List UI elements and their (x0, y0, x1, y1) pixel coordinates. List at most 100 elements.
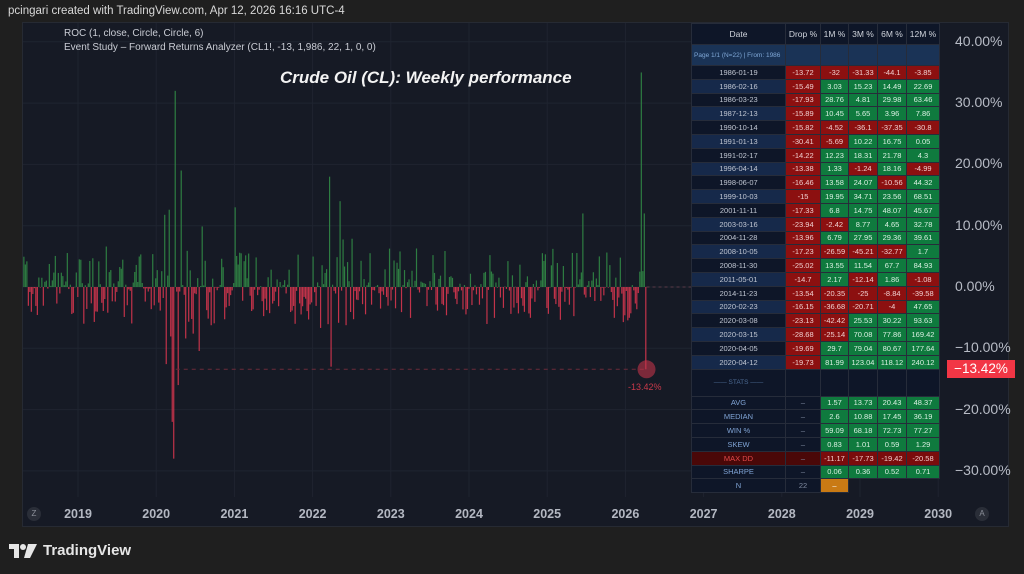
roc-bar-negative (510, 287, 512, 314)
drop-pct: -25.02 (785, 258, 821, 273)
table-row: 1998-06-07 -16.46 13.58 24.07 -10.56 44.32 (691, 175, 940, 191)
roc-bar-positive (423, 283, 425, 287)
roc-bar-positive (297, 254, 299, 287)
drop-marker-label: -13.42% (628, 382, 662, 392)
drop-pct: -15.89 (785, 106, 821, 122)
roc-bar-negative (601, 287, 603, 288)
indicator-legend-event-study[interactable]: Event Study – Forward Returns Analyzer (… (64, 42, 376, 53)
roc-bar-negative (285, 287, 287, 294)
roc-bar-negative (634, 287, 636, 304)
roc-bar-negative (230, 287, 232, 296)
roc-bar-positive (239, 252, 241, 287)
event-date: 1991-01-13 (691, 133, 786, 149)
stat-name: MEDIAN (691, 409, 786, 425)
roc-bar-negative (107, 287, 109, 313)
event-date: 2020-04-05 (691, 340, 786, 356)
forward-return-m6: 77.86 (877, 327, 907, 342)
forward-return-m3: 11.54 (848, 258, 878, 273)
tradingview-branding[interactable]: TradingView (9, 542, 131, 559)
roc-bar-positive (339, 201, 341, 287)
roc-bar-positive (78, 259, 80, 287)
forward-return-m6: -44.1 (877, 65, 907, 80)
drop-pct: -17.93 (785, 92, 821, 108)
roc-bar-negative (508, 287, 511, 291)
forward-return-m1: 6.8 (820, 202, 849, 218)
roc-bar-negative (95, 287, 97, 312)
roc-bar-negative (534, 287, 536, 302)
y-axis-tick-label: −10.00% (955, 339, 1011, 356)
roc-bar-negative (116, 287, 118, 292)
roc-bar-negative (56, 287, 58, 304)
stat-value-m1: 0.06 (820, 464, 849, 480)
roc-bar-negative (409, 287, 412, 318)
roc-bar-positive (312, 256, 314, 287)
roc-bar-positive (75, 272, 77, 287)
roc-bar-positive (281, 286, 283, 288)
roc-bar-negative (258, 287, 260, 290)
roc-bar-negative (600, 287, 602, 301)
roc-bar-negative (622, 287, 624, 323)
page-info-cell (906, 44, 940, 66)
page-info-cell (820, 44, 849, 66)
roc-bar-negative (462, 287, 464, 310)
forward-return-m12: 45.67 (906, 202, 940, 218)
indicator-legend-roc[interactable]: ROC (1, close, Circle, Circle, 6) (64, 28, 204, 39)
forward-return-m3: 27.95 (848, 230, 878, 246)
forward-return-m6: 16.75 (877, 133, 907, 149)
roc-bar-negative (337, 287, 340, 323)
roc-bar-negative (528, 287, 530, 314)
roc-bar-negative (150, 287, 152, 310)
stat-value-m12: 48.37 (906, 395, 940, 411)
roc-bar-negative (305, 287, 307, 299)
roc-bar-negative (334, 287, 337, 294)
zoom-reset-button[interactable]: Z (27, 507, 41, 521)
forward-return-m3: -36.1 (848, 120, 878, 135)
forward-return-m3: -1.24 (848, 161, 878, 177)
auto-scale-button[interactable]: A (975, 507, 989, 521)
drop-pct: -17.23 (785, 244, 821, 260)
x-axis-tick-label: 2030 (924, 507, 953, 521)
roc-bar-negative (198, 287, 200, 351)
forward-return-m3: 5.65 (848, 106, 878, 122)
tradingview-brand-text: TradingView (43, 542, 132, 559)
roc-bar-positive (639, 271, 641, 287)
table-row: 1996-04-14 -13.38 1.33 -1.24 18.16 -4.99 (691, 161, 940, 177)
x-axis-tick-label: 2021 (220, 507, 249, 521)
roc-bar-positive (562, 266, 564, 287)
drop-pct: -30.41 (785, 133, 821, 149)
roc-bar-positive (490, 271, 493, 287)
roc-bar-positive (155, 278, 157, 287)
stat-value-m1: 2.6 (820, 409, 849, 425)
roc-bar-positive (167, 275, 169, 287)
roc-bar-positive (318, 286, 320, 287)
roc-bar-negative (418, 287, 421, 293)
roc-bar-negative (390, 287, 392, 301)
roc-bar-positive (643, 213, 645, 287)
tradingview-logo-icon (9, 543, 37, 558)
column-header: 3M % (848, 23, 878, 45)
x-axis-tick-label: 2025 (533, 507, 562, 521)
drop-pct: -15.82 (785, 120, 821, 135)
roc-bar-negative (159, 287, 161, 311)
roc-bar-negative (499, 287, 502, 298)
forward-return-m12: 47.65 (906, 299, 940, 315)
roc-bar-negative (610, 287, 612, 293)
roc-bar-negative (96, 287, 98, 312)
stat-name: MAX DD (691, 450, 786, 466)
roc-bar-negative (373, 287, 376, 291)
stats-row: MEDIAN –2.6 10.88 17.45 36.19 (691, 409, 940, 425)
stat-value-m12: 0.71 (906, 464, 940, 480)
forward-return-m3: 18.31 (848, 147, 878, 163)
forward-return-m1: 19.95 (820, 189, 849, 204)
roc-bar-negative (468, 287, 470, 289)
roc-bar-negative (83, 287, 85, 324)
roc-bar-negative (170, 287, 172, 337)
table-row: 2011-05-01 -14.7 2.17 -12.14 1.86 -1.08 (691, 271, 940, 287)
forward-return-m12: 68.51 (906, 189, 940, 204)
roc-bar-negative (29, 287, 31, 292)
roc-bar-negative (547, 287, 549, 314)
roc-bar-positive (66, 253, 68, 287)
roc-bar-positive (54, 255, 56, 287)
roc-bar-negative (637, 287, 639, 294)
roc-bar-negative (252, 287, 254, 310)
